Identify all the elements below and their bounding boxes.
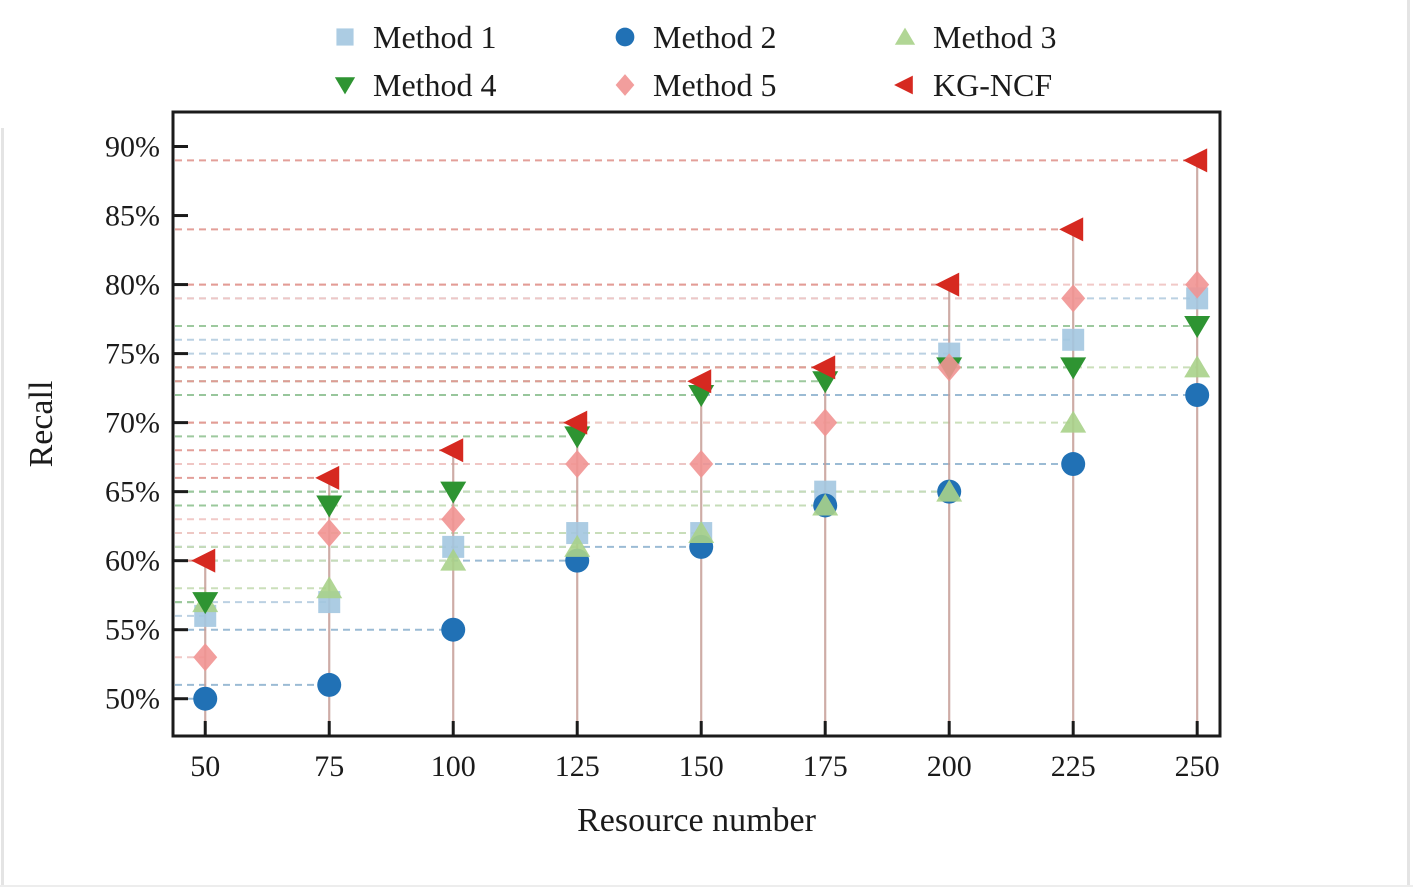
data-point-method-5-x200 (937, 353, 962, 382)
data-point-kg-ncf-x200 (935, 272, 960, 297)
y-tick-label: 65% (105, 476, 160, 509)
legend-item-method-3: Method 3 (894, 19, 1057, 55)
data-point-method-4-x50 (192, 592, 219, 615)
x-tick-label: 200 (927, 750, 972, 783)
data-point-method-5-x250 (1185, 270, 1210, 299)
legend-triangle-down-icon (334, 77, 356, 95)
data-point-method-1-x100 (442, 535, 465, 558)
x-tick-label: 225 (1051, 750, 1096, 783)
legend-label-kg-ncf: KG-NCF (933, 67, 1052, 103)
x-tick-label: 125 (555, 750, 600, 783)
y-tick-label: 75% (105, 338, 160, 371)
x-tick-label: 100 (431, 750, 476, 783)
legend-label-method-5: Method 5 (653, 67, 777, 103)
data-point-kg-ncf-x50 (191, 548, 216, 573)
data-point-method-3-x200 (936, 479, 963, 502)
legend-label-method-3: Method 3 (933, 19, 1057, 55)
legend-item-method-4: Method 4 (334, 67, 497, 103)
drop-lines-layer (204, 160, 1199, 735)
data-points-layer (191, 148, 1211, 711)
y-tick-label: 90% (105, 131, 160, 164)
legend-label-method-4: Method 4 (373, 67, 497, 103)
page-edge-right (1407, 0, 1410, 887)
legend-item-method-2: Method 2 (615, 19, 777, 55)
y-tick-label: 60% (105, 545, 160, 578)
legend-label-method-2: Method 2 (653, 19, 777, 55)
axis-labels-layer: Resource number Recall (23, 381, 817, 839)
data-point-method-2-x250 (1185, 383, 1210, 408)
data-point-method-3-x225 (1060, 410, 1087, 433)
data-point-method-5-x175 (813, 408, 838, 437)
x-tick-label: 175 (803, 750, 848, 783)
data-point-method-2-x50 (193, 686, 218, 711)
data-point-method-1-x225 (1062, 328, 1085, 351)
data-point-kg-ncf-x250 (1183, 148, 1208, 173)
data-point-method-3-x150 (688, 521, 715, 544)
legend-item-method-5: Method 5 (615, 67, 777, 103)
data-point-kg-ncf-x225 (1059, 217, 1084, 242)
legend-triangle-up-icon (894, 27, 916, 45)
data-point-method-3-x175 (812, 493, 839, 516)
x-axis-title: Resource number (577, 802, 817, 839)
data-point-kg-ncf-x150 (687, 369, 712, 394)
legend-circle-icon (615, 27, 635, 47)
x-tick-label: 150 (679, 750, 724, 783)
data-point-method-3-x75 (316, 576, 343, 599)
x-tick-label: 75 (314, 750, 344, 783)
legend-triangle-left-icon (894, 75, 913, 95)
data-point-method-3-x250 (1184, 355, 1211, 378)
data-point-method-5-x225 (1061, 284, 1086, 313)
data-point-method-2-x75 (317, 672, 342, 697)
legend-label-method-1: Method 1 (373, 19, 497, 55)
data-point-kg-ncf-x175 (811, 355, 836, 380)
data-point-method-5-x100 (441, 505, 466, 534)
y-tick-label: 70% (105, 407, 160, 440)
data-point-kg-ncf-x100 (439, 438, 464, 463)
data-point-method-1-x125 (566, 522, 589, 545)
data-point-method-2-x100 (441, 617, 466, 642)
page-edge-bottom (0, 885, 1413, 887)
data-point-method-3-x100 (440, 548, 467, 571)
legend: Method 1 Method 2 Method 3 Method 4 Method 5… (334, 19, 1057, 103)
data-point-kg-ncf-x125 (563, 410, 588, 435)
legend-item-kg-ncf: KG-NCF (894, 67, 1052, 103)
data-point-method-4-x250 (1184, 315, 1211, 338)
x-tick-label: 50 (190, 750, 220, 783)
legend-item-method-1: Method 1 (336, 19, 497, 55)
y-tick-label: 50% (105, 683, 160, 716)
y-tick-label: 55% (105, 614, 160, 647)
x-tick-label: 250 (1175, 750, 1220, 783)
y-axis-title: Recall (23, 381, 60, 468)
data-point-method-2-x225 (1061, 452, 1086, 477)
axes-layer: 50 75 100 125 150 175 200 225 250 50% 55% 60% 65% 70%… (105, 110, 1222, 783)
legend-diamond-icon (615, 74, 635, 96)
legend-square-icon (336, 28, 354, 46)
data-point-method-5-x150 (689, 450, 714, 479)
y-tick-label: 85% (105, 200, 160, 233)
data-point-method-3-x125 (564, 534, 591, 557)
data-point-method-4-x75 (316, 495, 343, 518)
data-point-method-5-x50 (193, 643, 218, 672)
y-tick-label: 80% (105, 269, 160, 302)
page-edge-left (1, 128, 4, 887)
data-point-method-4-x225 (1060, 357, 1087, 380)
data-point-method-4-x100 (440, 481, 467, 504)
data-point-method-5-x75 (317, 519, 342, 548)
data-point-method-5-x125 (565, 450, 590, 479)
data-point-kg-ncf-x75 (315, 465, 340, 490)
guide-lines-layer (175, 159, 1198, 700)
